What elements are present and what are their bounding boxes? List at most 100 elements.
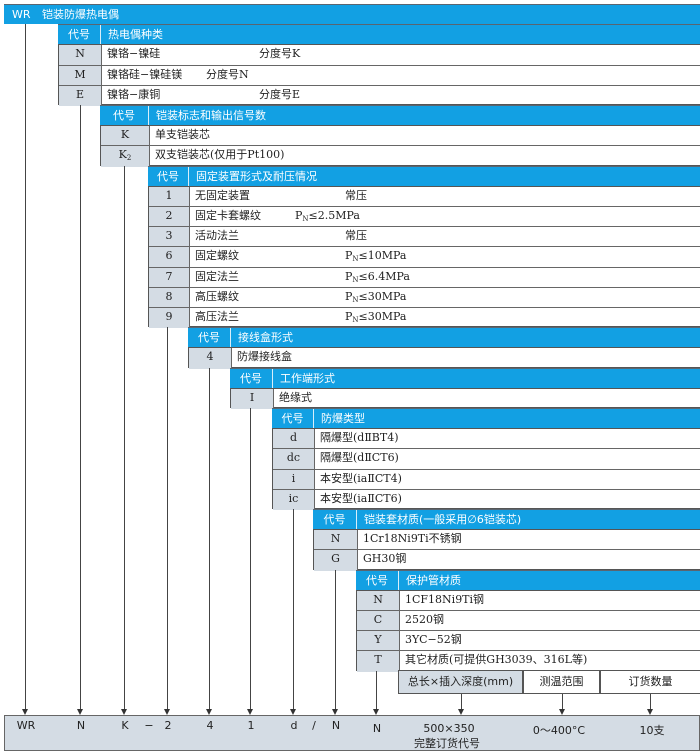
option-code-text: 2 [165,208,173,222]
option-code-text: 1 [165,188,173,202]
arrow-down-icon [373,709,379,715]
option-description: 镍铬−镍硅 [107,47,161,61]
option-row: Y 3YC−52钢 [357,631,700,652]
option-spec-value: 分度号E [259,87,301,101]
section-title: 铠装套材质(一般采用∅6铠装芯) [364,513,522,526]
code-column-label: 代号 [272,409,314,428]
option-description: 绝缘式 [279,390,312,404]
option-row: 1 无固定装置 常压 [149,186,700,207]
arrow-down-icon [121,709,127,715]
option-row: K 单支铠装芯 [101,126,700,147]
arrow-down-icon [458,709,464,715]
option-description: 1CF18Ni9Ti钢 [405,592,485,606]
order-code-part: 10支 [639,724,665,737]
section-options: d 隔爆型(dⅡBT4) dc 隔爆型(dⅡCT6) i 本安型(iaⅡCT4) ic 本安型… [272,428,700,510]
option-row: d 隔爆型(dⅡBT4) [273,429,700,450]
option-code: 2 [149,206,190,227]
section-header: 代号 保护管材质 [356,569,700,590]
product-title: 铠装防爆热电偶 [42,8,119,21]
arrow-down-icon [332,709,338,715]
option-code: i [273,469,315,489]
option-code: N [314,530,358,550]
arrow-down-icon [647,709,653,715]
order-code-part: 2 [164,719,172,732]
option-row: G GH30钢 [314,550,700,571]
pressure-symbol: P [345,289,353,303]
option-code: 6 [149,247,190,267]
option-description: 防爆接线盒 [237,350,292,364]
connector-line [562,694,563,709]
option-code-text: 3 [165,229,173,243]
order-code-part: N [372,722,382,735]
arrow-down-icon [164,709,170,715]
option-code-text: Y [374,633,382,647]
option-code-text: I [249,390,255,404]
option-description: 双支铠装芯(仅用于Pt100) [155,148,285,162]
option-row: T 其它材质(可提供GH3039、316L等) [357,651,700,672]
option-code-text: 6 [165,249,173,263]
option-description: 镍铬−康铜 [107,87,161,101]
option-code: N [59,45,102,65]
option-code: 7 [149,267,190,287]
order-code-part: WR [16,719,36,732]
pressure-symbol: P [345,269,353,283]
option-description: 2520钢 [405,612,444,626]
option-row: N 1CF18Ni9Ti钢 [357,590,700,611]
connector-line [335,569,336,709]
arrow-down-icon [22,709,28,715]
option-code: dc [273,449,315,469]
extra-field-label: 测温范围 [523,670,600,694]
connector-line [650,694,651,709]
arrow-down-icon [290,709,296,715]
option-code: K [101,126,150,146]
option-code: N [357,590,400,610]
option-spec-value: ≤30MPa [358,289,407,303]
option-spec-value: ≤30MPa [358,309,407,323]
section-options: N 1Cr18Ni9Ti不锈钢 G GH30钢 [313,529,700,571]
order-code-part: − [144,719,154,732]
pressure-symbol: P [295,208,303,222]
connector-line [250,408,251,709]
connector-line [25,24,26,709]
option-spec: PN≤30MPa [345,308,406,329]
code-column-label: 代号 [230,368,273,388]
arrow-down-icon [206,709,212,715]
order-code-part: 0～400°C [532,724,586,737]
option-code-text: K [120,128,130,142]
option-description: GH30钢 [363,552,407,566]
section-options: N 镍铬−镍硅 分度号K M 镍铬硅−镍硅镁 分度号N E 镍铬−康铜 分度号E [58,44,700,106]
option-spec: 分度号K [259,45,300,62]
option-spec: PN≤6.4MPa [345,268,410,289]
option-code-text: M [74,67,86,81]
option-spec: 分度号E [259,86,300,103]
option-spec-value: 常压 [345,229,367,243]
connector-line [376,670,377,709]
option-spec: 常压 [345,227,367,244]
option-description: 镍铬硅−镍硅镁 [107,67,183,81]
section-options: 1 无固定装置 常压 2 固定卡套螺纹 PN≤2.5MPa 3 活动法兰 常压 6 固定螺纹 PN≤1… [148,185,700,329]
order-code-part: d [290,719,298,732]
section-header: 代号 铠装套材质(一般采用∅6铠装芯) [313,509,700,529]
pressure-subscript: N [302,214,309,223]
order-code-part: N [331,719,341,732]
option-description: 本安型(iaⅡCT6) [320,491,402,505]
section-title: 保护管材质 [406,573,461,587]
option-row: K2 双支铠装芯(仅用于Pt100) [101,146,700,167]
section-title: 防爆类型 [321,412,365,425]
extra-field-label: 订货数量 [600,670,700,694]
order-code-part: 1 [247,719,255,732]
option-description: 单支铠装芯 [155,128,210,142]
arrow-down-icon [247,709,253,715]
product-header: WR 铠装防爆热电偶 [4,4,700,24]
option-code: 9 [149,307,190,329]
code-column-label: 代号 [58,25,101,45]
option-code-text: 8 [165,289,173,303]
option-code-text: ic [288,491,299,505]
option-code-text: N [373,592,383,606]
option-row: N 镍铬−镍硅 分度号K [59,45,700,66]
section-title: 固定装置形式及耐压情况 [196,169,317,183]
option-code-text: E [75,87,85,101]
option-code-text: N [75,47,85,61]
full-order-code-caption: 完整订货代号 [414,737,480,750]
option-row: 7 固定法兰 PN≤6.4MPa [149,267,700,289]
